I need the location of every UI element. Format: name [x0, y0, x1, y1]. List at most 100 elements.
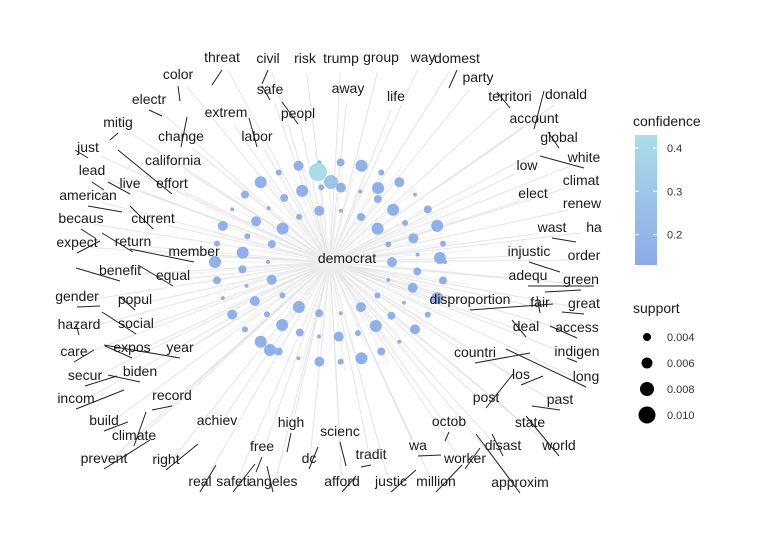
- node-label-gender: gender: [55, 288, 99, 304]
- label-leader-line: [91, 181, 105, 191]
- label-leader-line: [308, 446, 319, 470]
- network-edge: [329, 261, 358, 360]
- network-node: [264, 344, 276, 356]
- label-leader-line: [464, 447, 481, 470]
- label-leader-line: [469, 303, 554, 311]
- node-label-away: away: [332, 80, 365, 96]
- network-node: [355, 302, 366, 313]
- node-layer: [209, 158, 447, 367]
- network-edge: [329, 200, 520, 263]
- network-edge: [329, 232, 581, 263]
- support-legend-label: 0.010: [667, 410, 695, 422]
- network-edge: [329, 261, 346, 372]
- node-label-domest: domest: [434, 50, 480, 66]
- network-node: [407, 282, 418, 293]
- network-node: [354, 330, 361, 337]
- node-label-lead: lead: [79, 162, 105, 178]
- label-leader-line: [148, 109, 163, 117]
- network-edge: [187, 261, 331, 274]
- network-edge: [329, 261, 442, 419]
- network-node: [318, 184, 325, 191]
- network-node: [314, 205, 325, 216]
- node-label-state: state: [515, 414, 546, 430]
- network-node: [236, 246, 249, 259]
- network-edge: [184, 191, 331, 263]
- node-label-labor: labor: [241, 128, 272, 144]
- network-edge: [329, 261, 400, 336]
- label-leader-line: [341, 475, 357, 493]
- network-edge: [329, 71, 378, 263]
- network-node: [241, 190, 249, 199]
- network-edge: [166, 224, 331, 263]
- network-edge: [329, 154, 361, 263]
- network-node: [355, 352, 368, 365]
- network-edge: [235, 261, 331, 316]
- node-label-safeti: safeti: [216, 473, 249, 489]
- label-leader-line: [549, 325, 578, 339]
- support-legend-title: support: [633, 300, 680, 316]
- network-edge: [207, 255, 331, 263]
- support-legend: support 0.004 0.006 0.008 0.010: [633, 300, 695, 424]
- node-label-california: california: [145, 152, 201, 168]
- network-node: [244, 283, 249, 288]
- node-label-post: post: [473, 389, 500, 405]
- network-node: [434, 252, 446, 264]
- node-label-current: current: [131, 210, 175, 226]
- network-node: [385, 241, 392, 248]
- label-leader-line: [417, 454, 442, 457]
- node-label-adequ: adequ: [509, 267, 548, 283]
- label-leader-line: [390, 469, 417, 493]
- label-leader-line: [117, 149, 173, 195]
- network-edge: [329, 261, 494, 443]
- node-label-civil: civil: [256, 50, 279, 66]
- edge-layer: [86, 70, 581, 480]
- node-label-expos: expos: [113, 339, 150, 355]
- label-leader-line: [211, 69, 223, 86]
- node-label-member: member: [168, 243, 220, 259]
- node-label-order: order: [568, 247, 601, 263]
- label-leader-line: [75, 389, 125, 410]
- confidence-legend-title: confidence: [633, 113, 701, 129]
- node-label-popul: popul: [118, 291, 152, 307]
- network-edge: [329, 261, 427, 345]
- label-leader-line: [533, 90, 545, 130]
- network-edge: [329, 70, 418, 263]
- node-label-peopl: peopl: [281, 105, 315, 121]
- network-edge: [217, 261, 331, 313]
- node-label-world: world: [541, 437, 575, 453]
- label-leader-line: [74, 149, 89, 159]
- network-edge: [329, 211, 443, 263]
- network-edge: [329, 187, 437, 263]
- network-node: [254, 176, 267, 189]
- label-leader-line: [107, 181, 131, 195]
- network-edge: [329, 209, 569, 263]
- label-leader-line: [448, 69, 458, 89]
- node-label-mitig: mitig: [103, 114, 133, 130]
- label-leader-line: [104, 345, 133, 359]
- label-leader-line: [266, 465, 274, 493]
- network-node: [377, 347, 386, 356]
- label-leader-line: [248, 117, 258, 148]
- network-node: [424, 311, 431, 318]
- network-edge: [242, 261, 331, 337]
- network-edge: [233, 179, 331, 263]
- network-edge: [329, 261, 574, 378]
- label-leader-line: [129, 248, 195, 263]
- network-node: [251, 216, 262, 227]
- network-edge: [329, 71, 450, 263]
- node-label-dc: dc: [302, 450, 317, 466]
- network-edge: [329, 261, 449, 304]
- confidence-colorbar: [635, 135, 657, 265]
- network-node: [431, 292, 444, 305]
- network-edge: [329, 102, 347, 263]
- node-label-disast: disast: [485, 437, 522, 453]
- network-edge: [329, 261, 431, 478]
- network-edge: [329, 261, 512, 480]
- network-node: [423, 205, 432, 214]
- network-node: [279, 292, 286, 299]
- network-edge: [200, 251, 331, 263]
- network-edge: [144, 261, 331, 349]
- label-leader-line: [255, 456, 263, 473]
- network-edge: [329, 165, 572, 263]
